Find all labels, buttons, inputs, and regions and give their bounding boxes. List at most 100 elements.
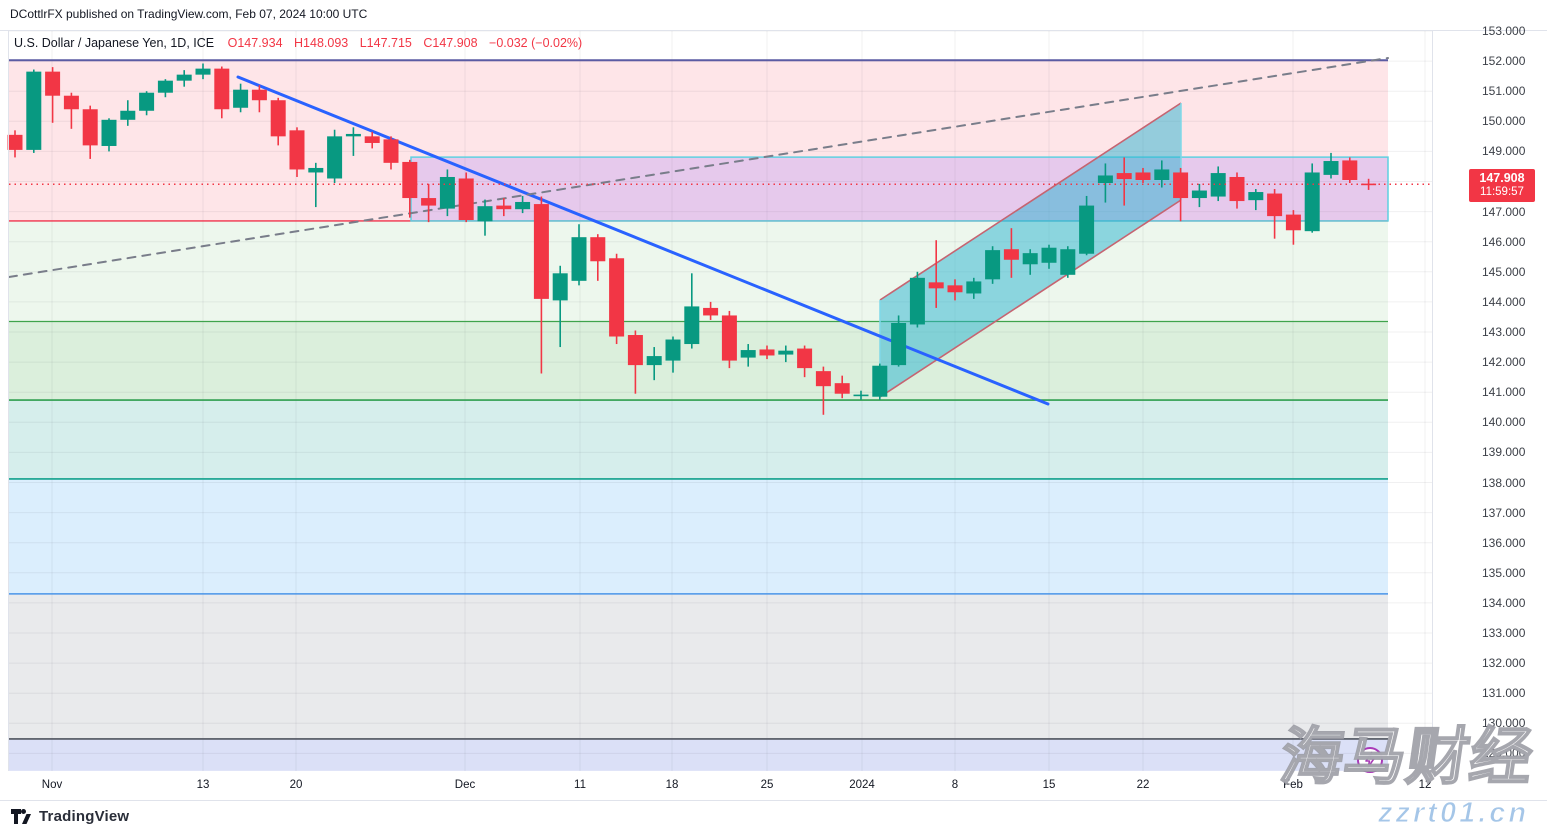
candle-body-4: [82, 109, 98, 146]
symbol-legend[interactable]: U.S. Dollar / Japanese Yen, 1D, ICE O147…: [14, 36, 590, 50]
candle-body-58: [1097, 175, 1113, 184]
candle-body-21: [402, 161, 418, 199]
time-tick-13: 13: [196, 779, 210, 791]
candle-body-30: [571, 237, 587, 281]
time-tick-8: 8: [951, 779, 959, 791]
price-tick-145.000: 145.000: [1482, 264, 1526, 279]
candle-body-1: [26, 71, 42, 150]
price-tick-133.000: 133.000: [1482, 626, 1526, 640]
candle-body-14: [270, 100, 286, 137]
time-tick-22: 22: [1136, 779, 1150, 791]
candle-body-64: [1210, 173, 1226, 197]
candle-body-6: [120, 110, 136, 120]
candle-body-7: [139, 92, 155, 111]
tradingview-brand-label: TradingView: [39, 807, 130, 825]
candle-body-19: [364, 136, 380, 143]
price-tick-143.000: 143.000: [1482, 325, 1526, 339]
symbol-title: U.S. Dollar / Japanese Yen, 1D, ICE: [14, 36, 215, 50]
time-axis-bottom-border: [0, 800, 1547, 801]
time-tick-11: 11: [574, 779, 586, 791]
header-divider: [0, 30, 1547, 31]
candle-body-54: [1022, 253, 1038, 265]
ohlc-open: O147.934: [227, 36, 283, 50]
price-tick-142.000: 142.000: [1482, 355, 1526, 370]
candle-body-40: [759, 349, 775, 356]
candle-body-39: [740, 350, 756, 358]
time-tick-Nov: Nov: [41, 779, 63, 791]
candle-body-5: [101, 119, 117, 146]
candle-body-23: [439, 176, 455, 209]
time-axis[interactable]: Nov 13 20 Dec 11 18 25 2024 8 15 22 Feb 12: [0, 771, 1547, 800]
candle-body-52: [985, 250, 1001, 280]
price-axis[interactable]: 147.908 11:59:57 153.000 152.000 151.000 15…: [1432, 24, 1547, 771]
candle-body-35: [665, 339, 681, 361]
candle-body-50: [947, 285, 963, 293]
price-zone-6: [9, 738, 1388, 771]
price-tick-141.000: 141.000: [1482, 385, 1526, 400]
price-tick-134.000: 134.000: [1482, 595, 1526, 610]
time-tick-2024: 2024: [849, 779, 875, 791]
candle-body-65: [1229, 176, 1245, 202]
candle-body-9: [176, 74, 192, 81]
candle-body-53: [1003, 249, 1019, 260]
candle-body-36: [684, 306, 700, 345]
candle-body-62: [1173, 172, 1189, 199]
candle-body-43: [815, 371, 831, 387]
price-zone-4: [9, 478, 1388, 594]
last-price-countdown: 11:59:57: [1480, 186, 1524, 199]
time-tick-15: 15: [1042, 779, 1056, 791]
price-tick-152.000: 152.000: [1482, 54, 1526, 69]
candle-body-44: [834, 383, 850, 394]
price-tick-144.000: 144.000: [1482, 294, 1526, 309]
candle-body-32: [609, 258, 625, 337]
attribution-text: DCottlrFX published on TradingView.com, …: [10, 7, 368, 21]
candle-body-2: [45, 71, 61, 96]
candle-body-67: [1267, 193, 1283, 217]
price-zone-1: [9, 220, 1388, 322]
candle-body-59: [1116, 173, 1132, 180]
candle-body-38: [721, 315, 737, 361]
price-tick-138.000: 138.000: [1482, 475, 1526, 490]
price-tick-140.000: 140.000: [1482, 415, 1526, 430]
time-tick-Feb: Feb: [1283, 779, 1303, 791]
candle-body-25: [477, 206, 493, 222]
flash-badge-icon[interactable]: [1356, 746, 1384, 779]
downtrend-line: [236, 75, 1050, 406]
candle-body-29: [552, 273, 568, 301]
last-price-value: 147.908: [1479, 171, 1525, 186]
candle-body-70: [1323, 161, 1339, 175]
tradingview-footer[interactable]: TradingView: [10, 806, 129, 826]
ohlc-high: H148.093: [294, 36, 349, 50]
watermark-site-url: zzrt01.cn: [1377, 797, 1530, 830]
candle-body-61: [1154, 169, 1170, 180]
candle-body-69: [1304, 172, 1320, 232]
candle-body-22: [421, 198, 437, 206]
plot-left-border: [8, 30, 9, 800]
candle-body-26: [496, 205, 512, 210]
time-tick-12: 12: [1418, 779, 1432, 791]
candle-body-12: [233, 89, 249, 108]
candle-body-63: [1191, 190, 1207, 199]
price-tick-131.000: 131.000: [1482, 686, 1526, 701]
ohlc-low: L147.715: [359, 36, 412, 50]
time-tick-25: 25: [760, 779, 774, 791]
price-tick-151.000: 151.000: [1482, 84, 1526, 99]
price-zone-5: [9, 593, 1388, 739]
candle-body-34: [646, 356, 662, 366]
candle-body-55: [1041, 247, 1057, 263]
candle-body-46: [872, 365, 888, 397]
channel-bottom-edge: [879, 199, 1182, 398]
price-tick-147.000: 147.000: [1482, 204, 1526, 219]
candle-body-71: [1342, 160, 1358, 180]
candle-body-8: [157, 80, 173, 93]
watermark-site-name: 海马财经: [1275, 719, 1539, 794]
candle-body-56: [1060, 249, 1076, 275]
price-tick-149.000: 149.000: [1482, 144, 1526, 159]
last-price-badge: 147.908 11:59:57: [1469, 169, 1535, 203]
price-tick-150.000: 150.000: [1482, 114, 1526, 129]
candle-body-24: [458, 178, 474, 221]
price-tick-129.000: 129.000: [1482, 746, 1526, 761]
price-tick-135.000: 135.000: [1482, 565, 1526, 580]
